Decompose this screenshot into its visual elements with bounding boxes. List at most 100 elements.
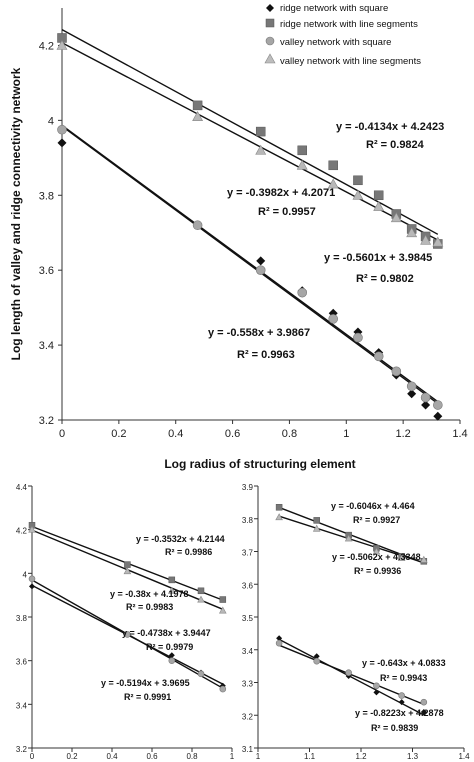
point-circle: [373, 351, 384, 362]
point-circle: [420, 698, 428, 706]
point-triangle: [390, 212, 402, 223]
inset-right-fit-lines: [278, 506, 425, 716]
eq-ridge-square: y = -0.5601x + 3.9845: [324, 252, 432, 264]
r2-valley-square: R² = 0.9963: [237, 349, 295, 361]
main-y-axis-title: Log length of valley and ridge connectiv…: [9, 67, 23, 360]
point-triangle: [420, 555, 428, 563]
point-triangle: [352, 189, 364, 200]
x-tick-label: 1: [343, 428, 349, 440]
point-circle: [398, 692, 405, 699]
x-tick-label: 0.2: [66, 752, 78, 761]
point-circle: [275, 639, 283, 647]
inset-left-points: [28, 522, 227, 693]
point-triangle: [56, 39, 68, 50]
point-circle: [297, 287, 308, 298]
y-tick-label: 3.6: [242, 581, 254, 590]
point-triangle: [372, 547, 381, 555]
point-circle: [406, 381, 417, 392]
point-triangle: [406, 227, 418, 238]
y-tick-label: 4: [23, 570, 28, 579]
point-diamond: [29, 583, 35, 590]
point-square: [275, 504, 283, 511]
point-triangle: [167, 586, 176, 594]
legend-circle-marker: [265, 36, 275, 46]
point-circle: [373, 682, 380, 690]
point-circle: [433, 400, 443, 410]
point-triangle: [218, 606, 227, 614]
y-tick-label: 3.4: [39, 340, 54, 352]
point-triangle: [192, 111, 204, 121]
inset-right-points: [275, 504, 428, 715]
y-tick-label: 3.6: [16, 658, 28, 667]
y-tick-label: 3.4: [242, 647, 254, 656]
legend-diamond-marker: [266, 4, 274, 12]
y-tick-label: 3.1: [242, 745, 254, 754]
point-triangle: [296, 159, 308, 170]
fit-line: [61, 42, 439, 241]
r2-right-valley-square: R² = 0.9839: [371, 723, 418, 733]
y-tick-label: 3.3: [242, 680, 254, 689]
point-circle: [124, 631, 131, 638]
y-tick-label: 3.4: [16, 701, 28, 710]
legend-triangle-marker: [264, 53, 276, 64]
point-diamond: [433, 411, 443, 421]
point-square: [373, 190, 384, 201]
eq-left-valley-lines: y = -0.38x + 4.1978: [110, 589, 189, 599]
r2-valley-lines: R² = 0.9957: [258, 206, 316, 218]
point-circle: [192, 220, 203, 231]
inset-right-ticks: 1 1.1 1.2 1.3 1.4 3.1 3.2 3.3 3.4 3.5 3.6 3.7 3.8 3.9: [242, 483, 470, 761]
inset-right-equations: y = -0.6046x + 4.464 R² = 0.9927 y = -0.…: [331, 501, 446, 733]
legend-label-valley-square: valley network with square: [280, 37, 391, 48]
point-triangle: [275, 513, 283, 521]
x-tick-label: 0.8: [282, 428, 297, 440]
x-tick-label: 0.8: [186, 752, 198, 761]
point-triangle: [255, 144, 267, 155]
y-tick-label: 3.2: [242, 712, 254, 721]
point-circle: [328, 314, 339, 324]
inset-left-ticks: 0 0.2 0.4 0.6 0.8 1 3.2 3.4 3.6 3.8 4 4.2 4.4: [16, 483, 235, 761]
point-circle: [420, 392, 431, 403]
y-tick-label: 3.8: [242, 516, 254, 525]
main-ticks: 0 0.2 0.4 0.6 0.8 1 1.2 1.4 3.2 3.4 3.6 3.8 4 4.2: [39, 40, 468, 440]
point-square: [168, 576, 176, 584]
point-circle: [219, 685, 227, 693]
x-tick-label: 0.4: [106, 752, 118, 761]
r2-right-ridge-square: R² = 0.9943: [380, 673, 427, 683]
point-square: [353, 175, 363, 186]
point-circle: [391, 366, 402, 377]
point-square: [197, 587, 205, 595]
point-triangle: [123, 567, 132, 575]
x-tick-label: 1.3: [407, 752, 419, 761]
point-triangle: [327, 178, 339, 189]
y-tick-label: 3.8: [16, 614, 28, 623]
x-tick-label: 1: [230, 752, 235, 761]
main-chart: 0 0.2 0.4 0.6 0.8 1 1.2 1.4 3.2 3.4 3.6 3.8 4 4.2 Log…: [9, 3, 468, 471]
point-circle: [28, 575, 36, 583]
r2-left-ridge-lines: R² = 0.9986: [165, 547, 212, 557]
r2-left-valley-lines: R² = 0.9983: [126, 602, 173, 612]
point-diamond: [276, 635, 283, 642]
x-tick-label: 0.6: [146, 752, 158, 761]
y-tick-label: 3.2: [39, 415, 54, 427]
point-circle: [197, 670, 205, 678]
r2-left-valley-square: R² = 0.9991: [124, 692, 171, 702]
r2-right-valley-lines: R² = 0.9936: [354, 566, 401, 576]
y-tick-label: 3.5: [242, 614, 254, 623]
point-circle: [353, 332, 363, 343]
point-circle: [57, 124, 67, 135]
eq-left-valley-square: y = -0.5194x + 3.9695: [101, 678, 190, 688]
point-square: [219, 596, 227, 603]
x-tick-label: 0: [59, 428, 65, 440]
y-tick-label: 4.2: [16, 527, 28, 536]
point-diamond: [407, 389, 417, 399]
point-circle: [255, 265, 266, 275]
point-triangle: [397, 554, 406, 562]
x-tick-label: 1: [256, 752, 261, 761]
y-tick-label: 4: [48, 115, 54, 127]
eq-left-ridge-square: y = -0.4738x + 3.9447: [122, 628, 211, 638]
eq-ridge-lines: y = -0.4134x + 4.2423: [336, 121, 444, 133]
y-tick-label: 3.7: [242, 549, 254, 558]
point-circle: [313, 657, 321, 665]
x-tick-label: 0.2: [111, 428, 126, 440]
